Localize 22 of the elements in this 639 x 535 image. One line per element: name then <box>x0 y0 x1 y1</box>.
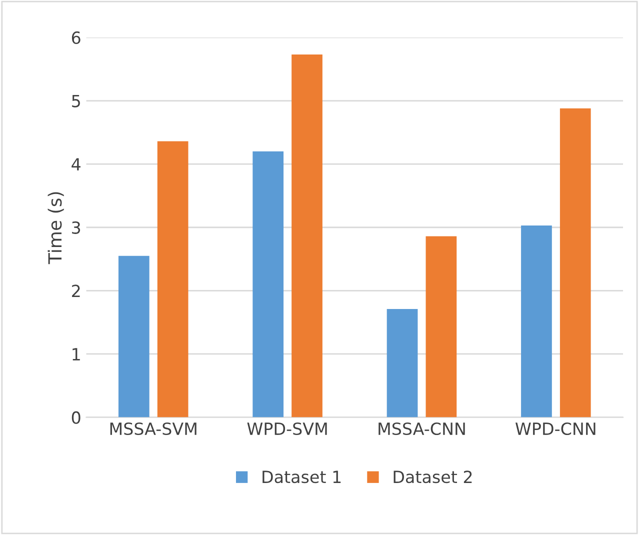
y-tick-label: 2 <box>72 284 80 298</box>
bar <box>118 256 150 418</box>
y-tick-label: 3 <box>72 221 80 234</box>
y-tick-label: 1 <box>72 348 80 360</box>
bar <box>252 151 284 418</box>
bar <box>560 108 591 418</box>
x-tick-label: MSSA-SVM <box>110 422 196 436</box>
y-tick-label: 5 <box>72 94 80 108</box>
y-tick-label: 6 <box>72 31 80 44</box>
x-tick-label: WPD-CNN <box>516 422 596 436</box>
bar <box>386 309 418 418</box>
legend-label: Dataset 2 <box>394 470 472 484</box>
y-tick-label: 4 <box>72 158 80 170</box>
bar <box>426 236 457 418</box>
y-tick-label: 0 <box>72 411 80 424</box>
y-axis-title: Time (s) <box>48 192 64 264</box>
bar <box>157 141 188 418</box>
bar <box>521 225 552 418</box>
x-tick-label: WPD-SVM <box>247 422 327 436</box>
x-tick-label: MSSA-CNN <box>378 422 465 436</box>
legend-label: Dataset 1 <box>262 470 341 484</box>
bar <box>292 54 322 418</box>
